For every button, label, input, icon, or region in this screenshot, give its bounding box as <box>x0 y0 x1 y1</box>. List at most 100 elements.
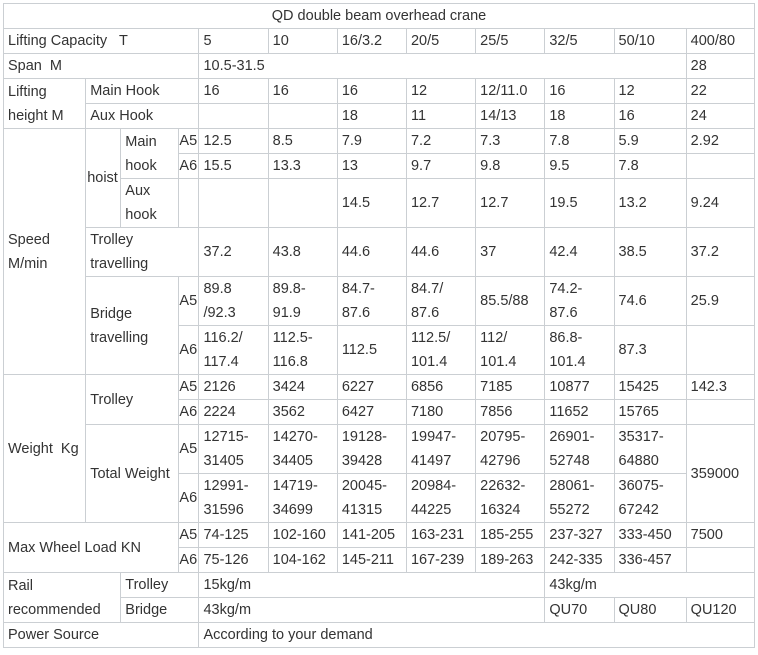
max-wheel-value: 189-263 <box>475 547 546 573</box>
spec-label-a6: A6 <box>178 153 200 179</box>
speed-value: 116.2/ 117.4 <box>198 325 269 375</box>
speed-value: 112.5/ 101.4 <box>405 325 477 375</box>
row-label-span: Span M <box>2 53 200 79</box>
lifting-height-value: 18 <box>544 103 615 129</box>
weight-value: 14270- 34405 <box>267 424 338 474</box>
max-wheel-value: 163-231 <box>405 522 477 548</box>
capacity-value: 25/5 <box>475 28 546 54</box>
weight-value: 2224 <box>198 399 269 425</box>
weight-value: 28061- 55272 <box>544 473 615 523</box>
spec-label-a6: A6 <box>178 473 200 523</box>
speed-value: 43.8 <box>267 227 338 277</box>
speed-value <box>267 178 338 228</box>
weight-value: 3562 <box>267 399 338 425</box>
weight-value: 6227 <box>336 374 407 400</box>
lifting-height-value <box>267 103 338 129</box>
capacity-value: 16/3.2 <box>336 28 407 54</box>
speed-value: 7.8 <box>544 128 615 154</box>
row-label-speed: Speed M/min <box>2 128 87 375</box>
speed-value: 13.2 <box>613 178 687 228</box>
power-source-value: According to your demand <box>198 622 755 648</box>
weight-value: 7185 <box>475 374 546 400</box>
max-wheel-value: 102-160 <box>267 522 338 548</box>
row-label-speed-main-hook: Main hook <box>120 128 180 179</box>
lifting-height-value: 12 <box>405 78 477 104</box>
speed-value: 89.8-91.9 <box>267 276 338 326</box>
row-label-bridge-travelling: Bridge travelling <box>85 276 180 375</box>
weight-value: 14719- 34699 <box>267 473 338 523</box>
speed-value: 112.5 <box>336 325 407 375</box>
lifting-height-value: 12/11.0 <box>475 78 546 104</box>
speed-value: 9.8 <box>475 153 546 179</box>
capacity-value: 32/5 <box>544 28 615 54</box>
capacity-value: 20/5 <box>405 28 477 54</box>
spec-label-a5: A5 <box>178 522 200 548</box>
row-label-trolley-travelling: Trolley travelling <box>85 227 200 277</box>
rail-value: QU70 <box>544 597 615 623</box>
speed-value: 12.7 <box>475 178 546 228</box>
speed-value: 84.7/ 87.6 <box>405 276 477 326</box>
speed-value: 13.3 <box>267 153 338 179</box>
spec-label-empty <box>178 178 200 228</box>
speed-value: 85.5/88 <box>475 276 546 326</box>
speed-value: 14.5 <box>336 178 407 228</box>
max-wheel-value: 104-162 <box>267 547 338 573</box>
speed-value: 38.5 <box>613 227 687 277</box>
speed-value: 15.5 <box>198 153 269 179</box>
row-label-hoist: hoist <box>85 128 122 228</box>
weight-value: 19128- 39428 <box>336 424 407 474</box>
lifting-height-value <box>198 103 269 129</box>
weight-value: 15765 <box>613 399 687 425</box>
weight-value: 6856 <box>405 374 477 400</box>
speed-value: 12.5 <box>198 128 269 154</box>
spec-label-a5: A5 <box>178 276 200 326</box>
capacity-value: 50/10 <box>613 28 687 54</box>
max-wheel-value: 167-239 <box>405 547 477 573</box>
speed-value: 9.7 <box>405 153 477 179</box>
speed-value: 9.5 <box>544 153 615 179</box>
row-label-speed-aux-hook: Aux hook <box>120 178 180 228</box>
speed-value <box>685 153 756 179</box>
max-wheel-value: 242-335 <box>544 547 615 573</box>
max-wheel-value: 7500 <box>685 522 756 548</box>
max-wheel-value: 333-450 <box>613 522 687 548</box>
row-label-power-source: Power Source <box>2 622 200 648</box>
speed-value: 44.6 <box>405 227 477 277</box>
row-label-main-hook: Main Hook <box>85 78 200 104</box>
speed-value: 7.2 <box>405 128 477 154</box>
max-wheel-value: 74-125 <box>198 522 269 548</box>
rail-value: QU80 <box>613 597 687 623</box>
weight-value: 12715- 31405 <box>198 424 269 474</box>
speed-value: 84.7-87.6 <box>336 276 407 326</box>
row-label-lifting-capacity: Lifting Capacity T <box>2 28 200 54</box>
weight-value: 22632- 16324 <box>475 473 546 523</box>
crane-spec-table: QD double beam overhead crane Lifting Ca… <box>2 3 756 648</box>
speed-value <box>198 178 269 228</box>
speed-value: 12.7 <box>405 178 477 228</box>
speed-value: 7.3 <box>475 128 546 154</box>
lifting-height-value: 16 <box>613 103 687 129</box>
weight-value: 36075- 67242 <box>613 473 687 523</box>
max-wheel-value: 141-205 <box>336 522 407 548</box>
weight-value: 10877 <box>544 374 615 400</box>
weight-value: 15425 <box>613 374 687 400</box>
max-wheel-value <box>685 547 756 573</box>
weight-value: 20795- 42796 <box>475 424 546 474</box>
speed-value: 89.8 /92.3 <box>198 276 269 326</box>
lifting-height-value: 12 <box>613 78 687 104</box>
rail-value: QU120 <box>685 597 756 623</box>
weight-value: 7856 <box>475 399 546 425</box>
row-label-rail-bridge: Bridge <box>120 597 200 623</box>
lifting-height-value: 14/13 <box>475 103 546 129</box>
weight-value: 359000 <box>685 424 756 523</box>
weight-value <box>685 399 756 425</box>
max-wheel-value: 185-255 <box>475 522 546 548</box>
capacity-value: 10 <box>267 28 338 54</box>
spec-label-a6: A6 <box>178 547 200 573</box>
spec-label-a6: A6 <box>178 325 200 375</box>
max-wheel-value: 75-126 <box>198 547 269 573</box>
weight-value: 26901- 52748 <box>544 424 615 474</box>
speed-value: 37.2 <box>198 227 269 277</box>
speed-value: 37 <box>475 227 546 277</box>
weight-value: 35317- 64880 <box>613 424 687 474</box>
